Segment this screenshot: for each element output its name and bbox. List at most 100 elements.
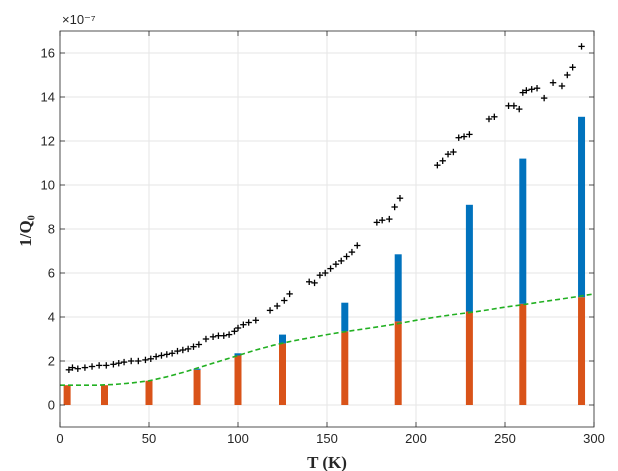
bar-top-6	[341, 302, 349, 332]
y-tick-label-5: 10	[41, 178, 55, 193]
scatter-point-18	[174, 347, 181, 355]
bars	[63, 116, 586, 405]
dashed-series-line	[60, 293, 595, 387]
scatter-point-31	[245, 319, 252, 326]
scatter-point-64	[519, 89, 526, 96]
x-tick-label-2: 100	[227, 431, 249, 446]
scatter-point-45	[348, 248, 356, 256]
scatter-point-61	[505, 102, 512, 109]
bar-top-7	[394, 254, 402, 322]
x-tick-label-0: 0	[56, 431, 63, 446]
scatter-point-65	[523, 87, 530, 94]
bar-base-0	[63, 385, 71, 405]
scatter-point-73	[578, 43, 585, 50]
scatter-point-37	[306, 278, 313, 285]
scatter-point-9	[120, 358, 128, 366]
scatter-point-58	[466, 131, 473, 138]
bar-base-7	[394, 321, 402, 405]
scatter-point-35	[281, 297, 288, 304]
bar-top-10	[578, 116, 586, 298]
y-tick-label-6: 12	[41, 134, 55, 149]
scatter-point-46	[354, 242, 361, 249]
scatter-point-30	[240, 321, 247, 328]
y-tick-label-1: 2	[48, 354, 55, 369]
scatter-point-13	[147, 355, 154, 362]
scatter-point-40	[322, 269, 329, 277]
scatter-point-44	[343, 253, 350, 260]
scatter-point-51	[396, 195, 404, 202]
scatter-point-69	[549, 79, 557, 86]
bar-base-9	[519, 303, 527, 405]
bar-top-8	[465, 204, 473, 312]
exponent-label: ×10⁻⁷	[62, 12, 96, 27]
scatter-point-34	[273, 302, 281, 310]
scatter-point-19	[179, 346, 187, 354]
axes	[59, 30, 595, 428]
scatter-point-7	[110, 361, 117, 368]
scatter-point-23	[202, 335, 210, 343]
scatter-point-43	[338, 257, 345, 265]
scatter-point-22	[195, 341, 203, 348]
y-tick-label-7: 14	[41, 90, 55, 105]
scatter-point-25	[215, 332, 222, 339]
x-tick-label-3: 150	[316, 431, 338, 446]
bar-base-1	[101, 385, 108, 405]
bar-base-6	[341, 331, 349, 405]
scatter-point-24	[209, 333, 217, 340]
bar-base-8	[465, 311, 473, 405]
bar-top-4	[234, 353, 242, 356]
scatter-point-2	[74, 365, 81, 372]
scatter-point-62	[510, 102, 518, 109]
scatter-point-67	[533, 85, 541, 92]
scatter-point-15	[158, 352, 165, 359]
scatter-point-63	[516, 105, 523, 113]
y-tick-label-4: 8	[48, 222, 55, 237]
scatter-point-17	[168, 350, 176, 357]
scatter-point-41	[327, 265, 334, 272]
scatter-point-49	[386, 215, 393, 223]
scatter-point-71	[564, 71, 571, 79]
scatter-point-48	[378, 217, 386, 224]
bar-top-5	[279, 334, 286, 344]
bar-base-10	[578, 297, 586, 405]
scatter-point-16	[163, 351, 170, 358]
scatter-point-12	[142, 356, 149, 364]
y-tick-label-0: 0	[48, 398, 55, 413]
scatter-point-70	[558, 82, 566, 90]
scatter-point-20	[184, 345, 192, 353]
x-axis-label: T (K)	[307, 453, 347, 471]
scatter-point-53	[439, 157, 446, 164]
x-tick-label-6: 300	[583, 431, 605, 446]
scatter-point-57	[460, 133, 468, 140]
scatter-point-54	[444, 151, 452, 158]
scatter-point-72	[569, 64, 576, 71]
scatter-point-27	[225, 331, 233, 338]
y-tick-label-2: 4	[48, 310, 55, 325]
scatter-point-8	[115, 360, 122, 367]
scatter-point-0	[65, 366, 73, 373]
bar-top-9	[519, 158, 527, 304]
scatter-point-10	[128, 357, 135, 365]
tick-labels: 0 50 100 150 200 250 300 0 2 4 6 8 10 12 14 16	[41, 46, 605, 447]
scatter-point-39	[316, 272, 324, 279]
scatter-group	[65, 43, 585, 373]
scatter-point-3	[81, 364, 89, 371]
y-tick-label-8: 16	[41, 46, 55, 61]
scatter-point-38	[311, 279, 318, 287]
dashed-line-group	[60, 293, 595, 387]
x-tick-label-5: 250	[494, 431, 516, 446]
scatter-point-5	[95, 362, 103, 369]
scatter-point-29	[234, 324, 242, 332]
scatter-point-52	[434, 162, 441, 169]
scatter-point-68	[540, 94, 548, 102]
scatter-point-50	[391, 203, 398, 211]
scatter-point-14	[152, 353, 160, 360]
y-axis-label: 1/Q₀	[16, 215, 35, 247]
scatter-point-11	[135, 357, 142, 365]
scatter-point-32	[252, 317, 259, 324]
scatter-point-33	[266, 307, 274, 314]
scatter-point-26	[220, 332, 227, 339]
scatter-point-6	[103, 362, 110, 369]
scatter-point-47	[373, 219, 381, 226]
bar-base-3	[193, 369, 201, 405]
